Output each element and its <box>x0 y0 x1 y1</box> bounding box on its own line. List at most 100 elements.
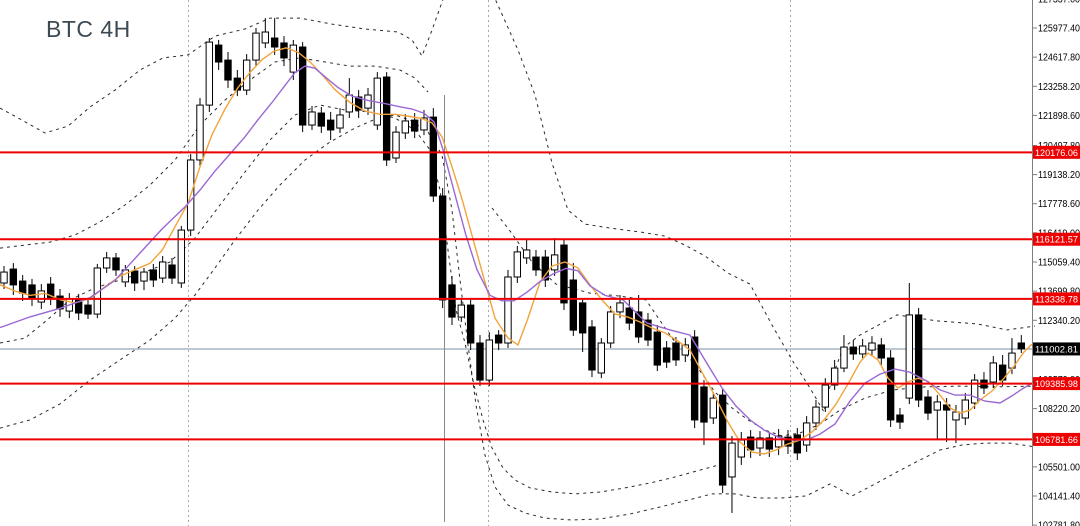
bear-candle-body <box>532 256 540 271</box>
price-axis[interactable]: 127337.00 125977.40 124617.80 123258.20 1218… <box>1032 0 1080 526</box>
bear-candle-body <box>644 319 652 341</box>
candlestick <box>858 338 867 359</box>
candlestick <box>672 337 680 366</box>
candlestick <box>280 36 288 67</box>
symbol-timeframe-label: BTC 4H <box>46 16 131 42</box>
candlestick <box>504 269 512 348</box>
red-price-label-bg <box>1033 292 1080 306</box>
bull-candle-body <box>457 304 466 318</box>
candlestick <box>466 297 475 351</box>
candlestick <box>541 249 550 288</box>
bull-candle-body <box>616 302 624 313</box>
axis-tick-label: 127337.00 <box>1038 0 1080 5</box>
bull-candle-body <box>102 257 111 269</box>
red-price-label: 120176.06 <box>1033 145 1080 159</box>
bear-candle-body <box>746 436 755 451</box>
bear-candle-body <box>429 116 438 197</box>
bull-candle-body <box>336 114 344 129</box>
current-price-label: 111002.81 <box>1033 342 1080 356</box>
bull-candle-body <box>140 271 148 282</box>
bull-candle-body <box>868 342 876 351</box>
bull-candle-body <box>261 31 270 44</box>
current-price-label-bg <box>1033 342 1080 356</box>
candlestick <box>550 237 559 276</box>
candlestick <box>700 380 708 446</box>
candlestick <box>242 54 251 96</box>
axis-tick-label: 104141.40 <box>1038 492 1080 503</box>
bull-candle-body <box>774 435 783 448</box>
bull-candle-body <box>728 442 736 478</box>
candlestick <box>298 42 307 133</box>
candlestick <box>158 255 167 283</box>
red-price-label-bg <box>1033 377 1080 391</box>
bear-candle-body <box>662 347 671 363</box>
candlestick <box>224 51 232 88</box>
candlestick <box>849 340 858 360</box>
bull-candle-body <box>513 251 522 278</box>
candlestick <box>289 39 298 81</box>
candlestick <box>196 98 204 166</box>
bear-candle-body <box>84 304 92 315</box>
candlestick <box>877 338 886 366</box>
bear-candle-body <box>214 44 223 63</box>
candlestick <box>746 430 755 458</box>
candlestick <box>868 336 876 357</box>
bull-candle-body <box>989 362 997 383</box>
axis-tick-label: 105501.00 <box>1038 462 1080 473</box>
bear-candle-body <box>914 314 923 401</box>
bear-candle-body <box>168 264 176 279</box>
candlestick <box>112 252 120 276</box>
bollinger-inner-upper-band <box>491 207 1036 437</box>
candlestick <box>690 330 699 429</box>
bear-candle-body <box>18 280 27 294</box>
candlestick <box>168 257 176 285</box>
candlestick <box>308 105 316 130</box>
candlestick <box>420 110 428 136</box>
bear-candle-body <box>588 326 596 371</box>
candlestick <box>644 312 652 347</box>
bull-candle-body <box>252 32 260 61</box>
bear-candle-body <box>382 76 391 161</box>
red-price-label: 106781.66 <box>1033 432 1080 446</box>
bollinger-outer-lower-band <box>0 114 1036 521</box>
candlestick <box>709 392 718 425</box>
candlestick <box>532 249 540 276</box>
candlestick <box>438 188 447 309</box>
bear-candle-body <box>112 257 120 271</box>
levels-layer <box>0 151 1033 441</box>
red-price-label-text: 116121.57 <box>1035 235 1078 246</box>
bull-candle-body <box>522 249 531 259</box>
bull-candle-body <box>933 401 941 411</box>
red-price-label-bg <box>1033 145 1080 159</box>
red-price-label: 113338.78 <box>1033 292 1080 306</box>
candlestick <box>252 27 260 67</box>
bull-candle-body <box>308 111 316 126</box>
bull-candle-body <box>970 379 979 404</box>
candlestick <box>522 239 531 264</box>
candlestick <box>812 400 820 431</box>
bear-candle-body <box>438 195 447 301</box>
candlestick <box>681 338 690 363</box>
bollinger-inner-upper-band <box>0 57 429 249</box>
candlestick <box>793 428 802 461</box>
candlestick <box>634 294 643 344</box>
candlestick <box>588 320 596 378</box>
candlestick <box>354 90 363 118</box>
bear-candle-body <box>625 307 634 324</box>
candlestick <box>401 114 410 139</box>
bull-candle-body <box>289 44 298 73</box>
candlestick <box>485 332 494 387</box>
axis-tick-label: 125977.40 <box>1038 24 1080 35</box>
bull-candle-body <box>905 314 914 399</box>
bear-candle-body <box>765 437 774 450</box>
bear-candle-body <box>700 386 708 423</box>
bear-candle-body <box>877 344 886 359</box>
bull-candle-body <box>196 104 204 161</box>
bull-candle-body <box>504 276 512 344</box>
candlestick <box>270 18 279 55</box>
bear-candle-body <box>354 96 363 111</box>
candlestick <box>494 330 503 351</box>
axis-tick-label: 113699.80 <box>1038 287 1080 298</box>
bear-candle-body <box>634 311 643 338</box>
